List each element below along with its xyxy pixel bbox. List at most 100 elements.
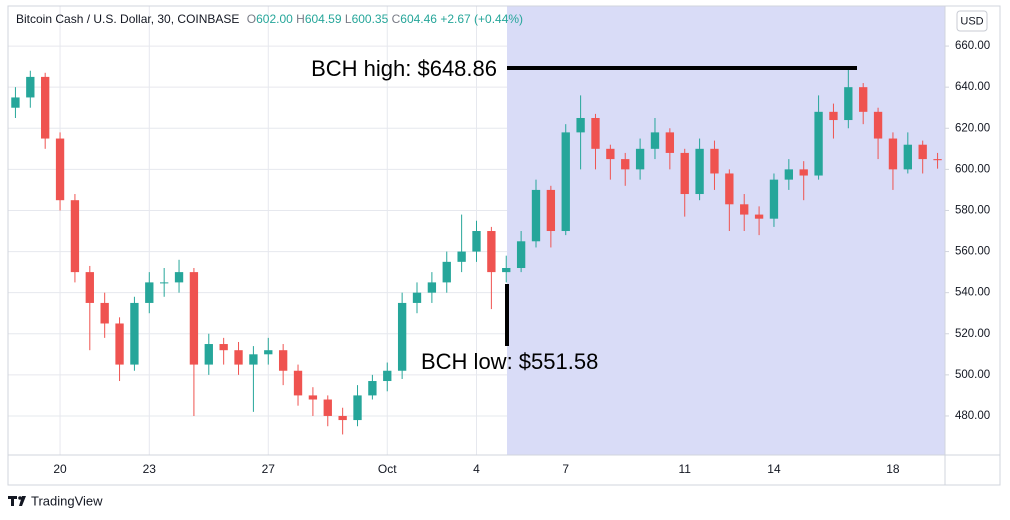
x-tick-label: 7 <box>562 462 569 476</box>
candle-body <box>829 111 838 121</box>
candle-body <box>591 117 600 149</box>
candle-body <box>561 132 570 232</box>
y-tick-label: 500.00 <box>955 369 990 381</box>
y-tick-label: 620.00 <box>955 122 990 134</box>
axes: 480.00 500.00 520.00 540.00 560.00 580.00 600.… <box>53 40 990 476</box>
ohlc-value: 602.00 <box>256 12 293 26</box>
candle-body <box>204 344 213 365</box>
candle-body <box>635 148 645 170</box>
candle-body <box>145 282 154 303</box>
candle-body <box>338 415 347 421</box>
candle-body <box>427 282 437 293</box>
symbol-title: Bitcoin Cash / U.S. Dollar, 30, COINBASE <box>16 12 239 26</box>
candle-body <box>189 272 199 365</box>
ohlc-value: 600.35 <box>352 12 389 26</box>
ohlc-label: C <box>392 12 401 26</box>
candle-body <box>323 399 332 416</box>
candle-body <box>873 111 883 139</box>
x-tick-label: 11 <box>678 462 691 476</box>
candle-body <box>606 148 615 160</box>
candle-body <box>412 292 422 303</box>
change: +2.67 (+0.44%) <box>440 12 523 26</box>
candle-body <box>249 354 258 365</box>
candle-body <box>844 87 853 121</box>
logo-part <box>19 496 26 506</box>
candle-body <box>680 152 689 195</box>
candle-body <box>516 241 526 269</box>
candle-body <box>621 159 630 170</box>
low-annotation: BCH low: $551.58 <box>421 349 598 374</box>
y-tick-label: 640.00 <box>955 81 990 93</box>
candle-body <box>130 302 139 365</box>
y-tick-label: 540.00 <box>955 287 990 299</box>
header: Bitcoin Cash / U.S. Dollar, 30, COINBASE… <box>16 12 523 26</box>
frame <box>7 5 1001 486</box>
y-tick-label: 520.00 <box>955 328 990 340</box>
candle-body <box>264 350 273 355</box>
x-tick-label: 27 <box>262 462 276 476</box>
candle-body <box>100 302 109 324</box>
brand-logo[interactable] <box>8 496 26 506</box>
candle-body <box>933 159 942 161</box>
candle-body <box>665 132 675 153</box>
candle-body <box>293 370 303 396</box>
logo-part <box>18 496 22 500</box>
y-tick-label: 480.00 <box>955 410 990 422</box>
candle-body <box>799 169 808 176</box>
x-tick-label: 23 <box>143 462 157 476</box>
candle-body <box>55 138 65 201</box>
candle-body <box>918 144 927 160</box>
ohlc-value: 604.46 <box>400 12 437 26</box>
candle-body <box>457 251 466 262</box>
candle-body <box>70 200 80 273</box>
currency: USD <box>960 15 983 27</box>
y-tick-label: 660.00 <box>955 40 990 52</box>
candle-body <box>888 138 898 170</box>
candle-body <box>368 381 377 396</box>
x-tick-label: 4 <box>473 462 480 476</box>
y-tick-label: 580.00 <box>955 204 990 216</box>
candle-body <box>487 231 496 273</box>
candle-body <box>234 350 243 365</box>
candle-body <box>814 111 823 176</box>
candle-body <box>710 148 719 174</box>
ohlc-value: 604.59 <box>305 12 342 26</box>
x-tick-label: 20 <box>53 462 67 476</box>
ohlc-label: O <box>247 12 256 26</box>
x-tick-label: 14 <box>767 462 781 476</box>
candle-body <box>442 261 451 283</box>
candle-body <box>115 323 124 365</box>
candle-body <box>502 268 511 273</box>
currency-box[interactable] <box>956 10 988 32</box>
candle-body <box>531 189 541 242</box>
candle-body <box>695 148 704 195</box>
candle-body <box>174 272 184 283</box>
candle-body <box>11 97 20 108</box>
candle-body <box>784 169 793 180</box>
candles <box>11 68 942 435</box>
candle-body <box>353 395 362 421</box>
candle-body <box>85 272 94 303</box>
candle-body <box>160 282 169 284</box>
brand: TradingView <box>31 493 103 508</box>
candle-body <box>397 302 407 371</box>
candle-body <box>576 117 585 133</box>
x-tick-label: 18 <box>886 462 900 476</box>
ohlc-label: L <box>345 12 352 26</box>
candle-body <box>754 214 764 219</box>
candle-body <box>740 204 749 215</box>
y-tick-label: 560.00 <box>955 246 990 258</box>
x-tick-label: Oct <box>378 462 397 476</box>
candle-body <box>769 179 779 219</box>
logo-part <box>8 496 17 506</box>
y-tick-label: 600.00 <box>955 163 990 175</box>
candle-body <box>383 370 392 382</box>
candle-body <box>41 76 50 139</box>
candle-body <box>219 344 228 351</box>
ohlc-label: H <box>296 12 305 26</box>
candle-body <box>278 350 288 371</box>
candle-body <box>546 189 556 232</box>
candle-body <box>308 395 318 400</box>
high-annotation: BCH high: $648.86 <box>311 56 497 81</box>
